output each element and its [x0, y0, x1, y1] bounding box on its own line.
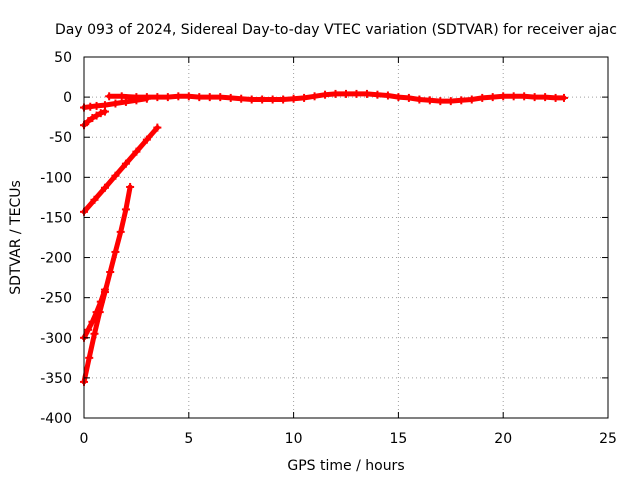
- y-tick-label: -400: [40, 411, 72, 427]
- y-tick-label: 50: [54, 50, 72, 66]
- data-series: [80, 89, 568, 386]
- x-tick-label: 0: [80, 431, 89, 447]
- y-tick-label: 0: [63, 90, 72, 106]
- y-tick-label: -200: [40, 251, 72, 267]
- plot-frame: [83, 56, 609, 419]
- x-tick-label: 5: [184, 431, 193, 447]
- x-tick-label: 15: [389, 431, 407, 447]
- chart-title: Day 093 of 2024, Sidereal Day-to-day VTE…: [55, 22, 617, 38]
- series-2: [80, 107, 109, 130]
- x-axis-title: GPS time / hours: [287, 458, 404, 474]
- y-axis-title: SDTVAR / TECUs: [8, 180, 24, 295]
- series-0: [105, 89, 568, 106]
- y-tick-label: -300: [40, 331, 72, 347]
- y-tick-label: -250: [40, 291, 72, 307]
- grid-lines: [84, 57, 608, 418]
- x-tick-label: 25: [599, 431, 617, 447]
- series-trace: [81, 125, 160, 215]
- axis-ticks: [83, 56, 609, 419]
- x-tick-labels: 0 5 10 15 20 25: [80, 431, 617, 447]
- series-trace: [81, 184, 133, 385]
- y-tick-labels: 50 0 -50 -100 -150 -200 -250 -300 -350 -400: [40, 50, 72, 427]
- x-tick-label: 10: [285, 431, 303, 447]
- y-tick-label: -100: [40, 170, 72, 186]
- y-tick-label: -150: [40, 210, 72, 226]
- series-5: [80, 182, 135, 386]
- y-tick-label: -50: [49, 130, 72, 146]
- y-tick-label: -350: [40, 371, 72, 387]
- series-3: [80, 123, 162, 216]
- x-tick-label: 20: [494, 431, 512, 447]
